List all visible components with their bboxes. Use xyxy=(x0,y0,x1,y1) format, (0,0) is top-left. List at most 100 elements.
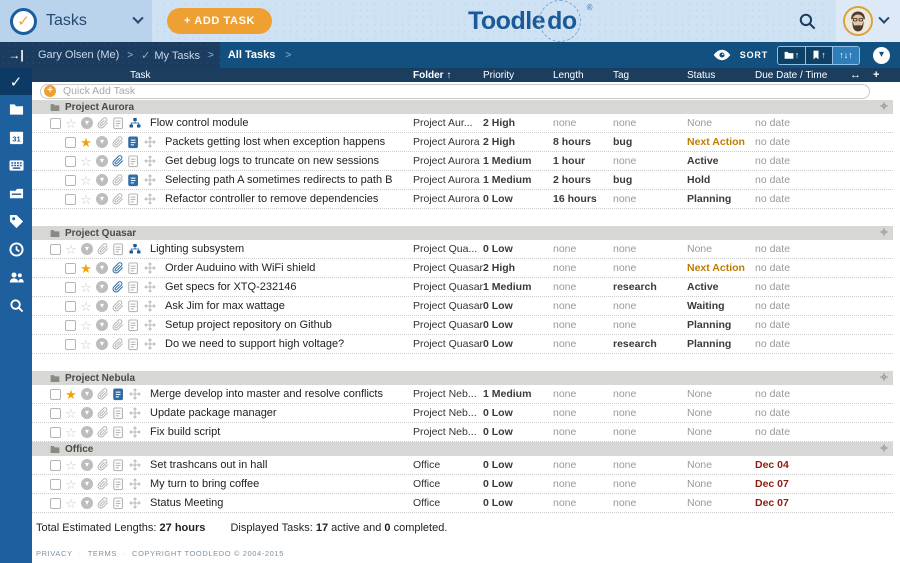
attachment-icon[interactable] xyxy=(111,319,124,332)
task-checkbox[interactable] xyxy=(65,338,76,350)
task-due-date[interactable]: no date xyxy=(755,155,791,167)
task-length[interactable]: none xyxy=(553,407,577,419)
add-task-button[interactable]: + ADD TASK xyxy=(167,8,273,34)
action-menu-icon[interactable]: ▾ xyxy=(81,117,93,129)
task-tag[interactable]: none xyxy=(613,388,637,400)
task-due-date[interactable]: Dec 07 xyxy=(755,478,789,490)
task-folder[interactable]: Project Quasar xyxy=(413,262,483,274)
star-icon[interactable]: ★ xyxy=(80,261,92,275)
note-icon[interactable] xyxy=(112,116,125,130)
terms-link[interactable]: TERMS xyxy=(87,549,117,558)
note-icon[interactable] xyxy=(127,299,140,313)
task-row[interactable]: ☆ ▾ Lighting subsystem Project Qua... 0 … xyxy=(32,240,893,259)
task-priority[interactable]: 0 Low xyxy=(483,459,513,471)
task-priority[interactable]: 0 Low xyxy=(483,243,513,255)
star-icon[interactable]: ☆ xyxy=(65,496,77,510)
sidebar-item-tasks[interactable]: ✓ xyxy=(0,68,32,95)
sidebar-item-calendar[interactable]: 31 xyxy=(0,123,32,151)
task-status[interactable]: None xyxy=(687,426,713,438)
task-row[interactable]: ★ ▾ Packets getting lost when exception … xyxy=(32,133,893,152)
sidebar-item-notes[interactable] xyxy=(0,179,32,207)
task-length[interactable]: none xyxy=(553,388,577,400)
task-length[interactable]: none xyxy=(553,497,577,509)
task-checkbox[interactable] xyxy=(50,478,61,490)
note-icon[interactable] xyxy=(112,242,125,256)
task-due-date[interactable]: no date xyxy=(755,117,791,129)
task-checkbox[interactable] xyxy=(50,388,61,400)
attachment-icon[interactable] xyxy=(96,407,109,420)
task-checkbox[interactable] xyxy=(50,117,61,129)
task-priority[interactable]: 0 Low xyxy=(483,193,513,205)
task-tag[interactable]: none xyxy=(613,426,637,438)
task-status[interactable]: Active xyxy=(687,281,719,293)
section-gear-icon[interactable] xyxy=(880,443,893,455)
task-priority[interactable]: 1 Medium xyxy=(483,281,532,293)
task-tag[interactable]: none xyxy=(613,459,637,471)
add-column-icon[interactable]: + xyxy=(873,69,880,81)
task-length[interactable]: none xyxy=(553,262,577,274)
action-menu-icon[interactable]: ▾ xyxy=(81,407,93,419)
task-priority[interactable]: 2 High xyxy=(483,117,516,129)
task-title[interactable]: Update package manager xyxy=(150,407,277,419)
task-checkbox[interactable] xyxy=(65,281,76,293)
attachment-icon[interactable] xyxy=(96,243,109,256)
task-due-date[interactable]: no date xyxy=(755,281,791,293)
task-folder[interactable]: Project Quasar xyxy=(413,300,483,312)
task-priority[interactable]: 2 High xyxy=(483,136,516,148)
note-icon[interactable] xyxy=(127,280,140,294)
action-menu-icon[interactable]: ▾ xyxy=(96,193,108,205)
action-menu-icon[interactable]: ▾ xyxy=(96,174,108,186)
task-row[interactable]: ☆ ▾ Update package manager Project Neb..… xyxy=(32,404,893,423)
task-status[interactable]: Active xyxy=(687,155,719,167)
task-title[interactable]: Setup project repository on Github xyxy=(165,319,332,331)
column-due-date[interactable]: Due Date / Time xyxy=(755,69,828,81)
breadcrumb-all-tasks[interactable]: All Tasks xyxy=(227,49,276,61)
view-selector[interactable]: ✓ Tasks xyxy=(0,0,152,42)
task-title[interactable]: Status Meeting xyxy=(150,497,224,509)
sidebar-item-keyboard[interactable] xyxy=(0,151,32,179)
drag-handle-icon[interactable] xyxy=(143,136,156,149)
task-checkbox[interactable] xyxy=(50,426,61,438)
task-status[interactable]: Waiting xyxy=(687,300,725,312)
task-length[interactable]: none xyxy=(553,478,577,490)
column-tag[interactable]: Tag xyxy=(613,69,630,81)
action-menu-icon[interactable]: ▾ xyxy=(81,426,93,438)
task-checkbox[interactable] xyxy=(65,300,76,312)
action-menu-icon[interactable]: ▾ xyxy=(81,243,93,255)
task-priority[interactable]: 0 Low xyxy=(483,426,513,438)
task-priority[interactable]: 0 Low xyxy=(483,407,513,419)
task-checkbox[interactable] xyxy=(50,243,61,255)
attachment-icon[interactable] xyxy=(96,478,109,491)
search-icon[interactable] xyxy=(798,12,817,31)
task-row[interactable]: ☆ ▾ Refactor controller to remove depend… xyxy=(32,190,893,209)
task-priority[interactable]: 1 Medium xyxy=(483,174,532,186)
drag-handle-icon[interactable] xyxy=(143,281,156,294)
task-title[interactable]: Get debug logs to truncate on new sessio… xyxy=(165,155,380,167)
task-status[interactable]: None xyxy=(687,407,713,419)
task-title[interactable]: Selecting path A sometimes redirects to … xyxy=(165,174,393,186)
task-row[interactable]: ☆ ▾ Selecting path A sometimes redirects… xyxy=(32,171,893,190)
task-due-date[interactable]: no date xyxy=(755,338,791,350)
task-row[interactable]: ☆ ▾ Fix build script Project Neb... 0 Lo… xyxy=(32,423,893,442)
attachment-icon[interactable] xyxy=(111,136,124,149)
attachment-icon[interactable] xyxy=(96,459,109,472)
task-due-date[interactable]: no date xyxy=(755,388,791,400)
copyright-link[interactable]: COPYRIGHT TOODLEDO © 2004-2015 xyxy=(132,549,284,558)
star-icon[interactable]: ☆ xyxy=(80,192,92,206)
note-icon[interactable] xyxy=(112,477,125,491)
task-title[interactable]: Fix build script xyxy=(150,426,221,438)
task-priority[interactable]: 0 Low xyxy=(483,319,513,331)
task-folder[interactable]: Project Aurora xyxy=(413,174,480,186)
column-folder[interactable]: Folder ↑ xyxy=(413,70,483,81)
attachment-icon[interactable] xyxy=(111,300,124,313)
note-icon[interactable] xyxy=(112,496,125,510)
task-due-date[interactable]: no date xyxy=(755,243,791,255)
action-menu-icon[interactable]: ▾ xyxy=(81,478,93,490)
task-checkbox[interactable] xyxy=(50,407,61,419)
task-folder[interactable]: Project Aurora xyxy=(413,193,480,205)
note-icon[interactable] xyxy=(127,154,140,168)
column-length[interactable]: Length xyxy=(553,69,584,81)
note-icon[interactable] xyxy=(112,406,125,420)
plus-icon[interactable]: + xyxy=(44,85,56,97)
task-tag[interactable]: none xyxy=(613,193,637,205)
